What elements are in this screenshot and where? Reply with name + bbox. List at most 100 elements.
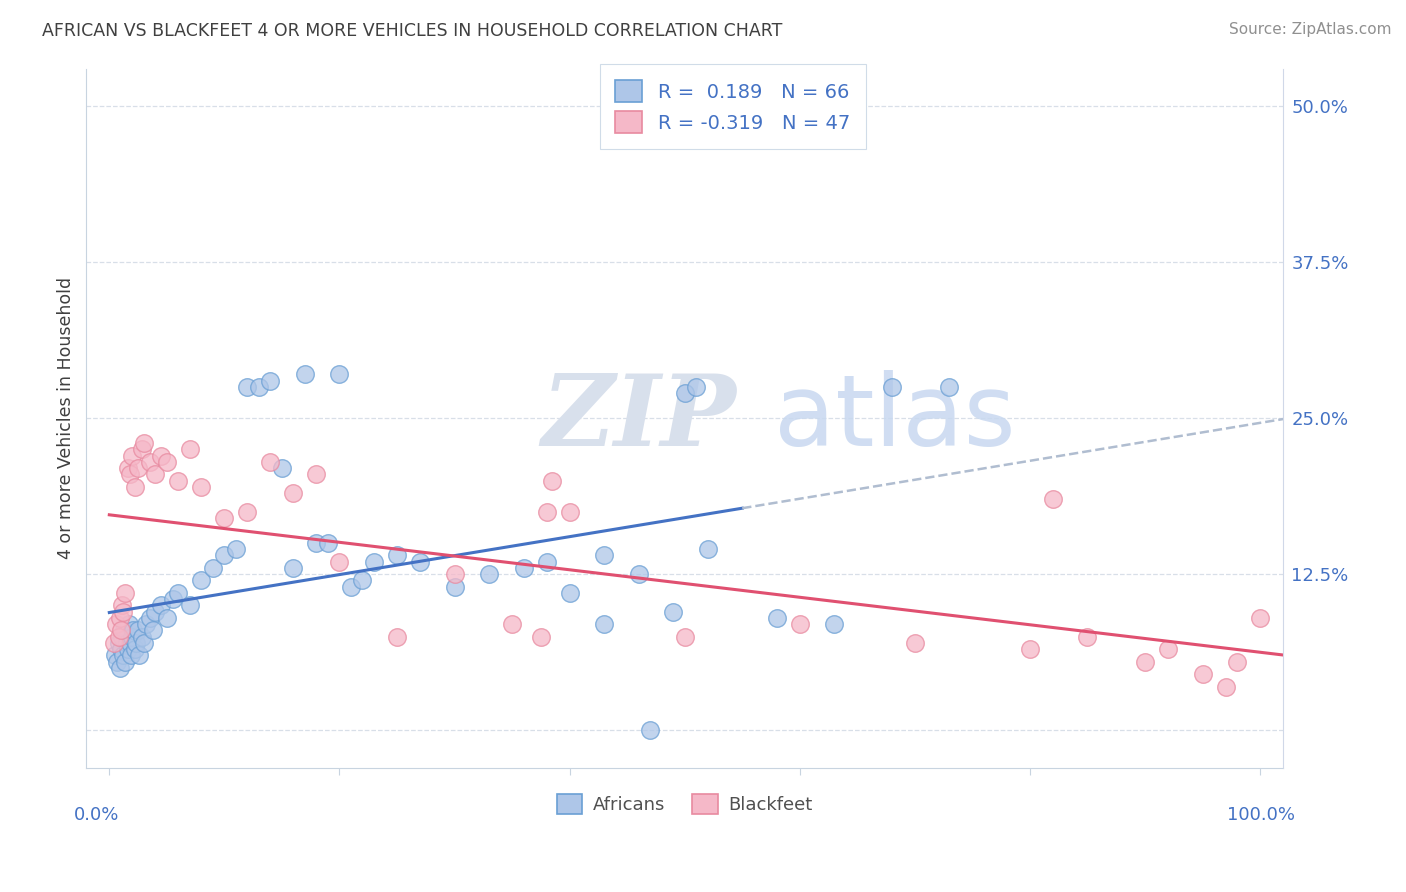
Text: AFRICAN VS BLACKFEET 4 OR MORE VEHICLES IN HOUSEHOLD CORRELATION CHART: AFRICAN VS BLACKFEET 4 OR MORE VEHICLES … [42, 22, 783, 40]
Point [696, 542, 718, 557]
Point [662, 605, 685, 619]
Point [443, 580, 465, 594]
Legend: Africans, Blackfeet: Africans, Blackfeet [550, 787, 820, 822]
Point [328, 555, 350, 569]
Point [904, 636, 927, 650]
Point [108, 611, 131, 625]
Point [167, 474, 190, 488]
Point [124, 480, 146, 494]
Point [120, 648, 142, 663]
Point [138, 455, 160, 469]
Text: atlas: atlas [775, 369, 1017, 467]
Point [627, 567, 650, 582]
Point [685, 380, 707, 394]
Point [111, 630, 134, 644]
Point [1076, 630, 1098, 644]
Point [316, 536, 339, 550]
Text: Source: ZipAtlas.com: Source: ZipAtlas.com [1229, 22, 1392, 37]
Point [1042, 492, 1064, 507]
Point [118, 467, 141, 482]
Point [294, 368, 316, 382]
Point [135, 617, 157, 632]
Point [214, 549, 236, 563]
Point [638, 723, 661, 738]
Point [117, 461, 139, 475]
Text: ZIP: ZIP [541, 370, 737, 467]
Point [103, 636, 125, 650]
Point [162, 592, 184, 607]
Point [125, 636, 148, 650]
Point [111, 599, 134, 613]
Point [124, 642, 146, 657]
Point [190, 574, 212, 588]
Point [558, 505, 581, 519]
Point [305, 536, 328, 550]
Point [114, 655, 136, 669]
Point [363, 555, 385, 569]
Point [385, 549, 408, 563]
Point [118, 636, 141, 650]
Point [536, 555, 558, 569]
Point [1019, 642, 1042, 657]
Point [128, 648, 150, 663]
Point [558, 586, 581, 600]
Point [512, 561, 534, 575]
Text: 100.0%: 100.0% [1227, 806, 1295, 824]
Point [104, 648, 127, 663]
Point [121, 630, 143, 644]
Point [340, 580, 363, 594]
Point [156, 611, 179, 625]
Point [150, 599, 173, 613]
Point [1249, 611, 1271, 625]
Point [190, 480, 212, 494]
Point [530, 630, 553, 644]
Point [283, 486, 305, 500]
Y-axis label: 4 or more Vehicles in Household: 4 or more Vehicles in Household [58, 277, 75, 559]
Point [132, 436, 155, 450]
Point [121, 449, 143, 463]
Point [328, 368, 350, 382]
Point [765, 611, 787, 625]
Point [112, 648, 135, 663]
Point [201, 561, 224, 575]
Point [118, 617, 141, 632]
Point [1157, 642, 1180, 657]
Point [236, 380, 259, 394]
Point [167, 586, 190, 600]
Point [880, 380, 903, 394]
Point [107, 630, 129, 644]
Point [112, 624, 135, 638]
Point [1191, 667, 1213, 681]
Point [593, 617, 616, 632]
Point [385, 630, 408, 644]
Point [105, 655, 128, 669]
Point [179, 442, 201, 457]
Point [305, 467, 328, 482]
Point [536, 505, 558, 519]
Point [673, 386, 696, 401]
Point [105, 617, 128, 632]
Point [1133, 655, 1156, 669]
Point [1226, 655, 1249, 669]
Point [1215, 680, 1237, 694]
Point [132, 636, 155, 650]
Point [247, 380, 270, 394]
Point [127, 461, 149, 475]
Point [138, 611, 160, 625]
Point [673, 630, 696, 644]
Point [823, 617, 845, 632]
Text: 0.0%: 0.0% [75, 806, 120, 824]
Point [131, 442, 153, 457]
Point [131, 630, 153, 644]
Point [443, 567, 465, 582]
Point [143, 467, 166, 482]
Point [156, 455, 179, 469]
Point [117, 642, 139, 657]
Point [179, 599, 201, 613]
Point [114, 586, 136, 600]
Point [108, 661, 131, 675]
Point [259, 374, 281, 388]
Point [112, 605, 135, 619]
Point [110, 642, 132, 657]
Point [593, 549, 616, 563]
